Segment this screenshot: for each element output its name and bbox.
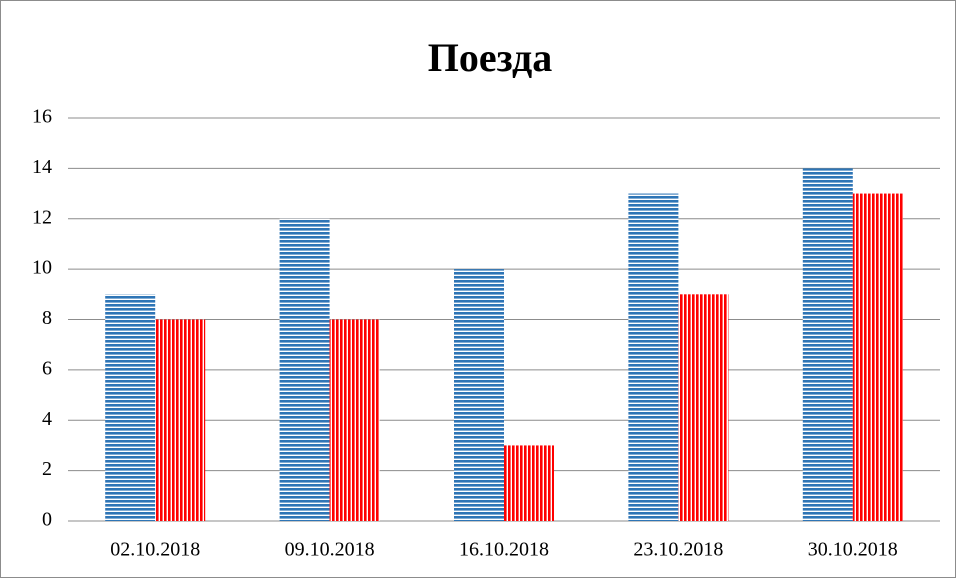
bar — [628, 193, 679, 521]
bar — [105, 294, 156, 521]
y-tick-label: 10 — [32, 257, 52, 279]
x-tick-label: 30.10.2018 — [808, 539, 898, 561]
y-tick-label: 16 — [32, 106, 52, 128]
x-tick-label: 23.10.2018 — [633, 539, 723, 561]
y-tick-label: 12 — [32, 206, 52, 228]
bar — [802, 168, 853, 521]
y-tick-label: 8 — [42, 307, 52, 329]
y-tick-label: 0 — [42, 509, 52, 531]
y-tick-label: 2 — [42, 458, 52, 480]
bar — [155, 319, 206, 521]
bar — [329, 319, 380, 521]
bar — [279, 218, 330, 521]
x-tick-label: 09.10.2018 — [285, 539, 375, 561]
x-tick-label: 16.10.2018 — [459, 539, 549, 561]
bar — [852, 193, 903, 521]
y-tick-label: 14 — [32, 156, 52, 178]
y-tick-label: 4 — [42, 408, 52, 430]
chart-title: Поезда — [428, 35, 552, 80]
y-tick-label: 6 — [42, 357, 52, 379]
bar — [504, 445, 554, 521]
bar — [454, 269, 504, 521]
bar — [678, 294, 729, 521]
x-tick-label: 02.10.2018 — [110, 539, 200, 561]
